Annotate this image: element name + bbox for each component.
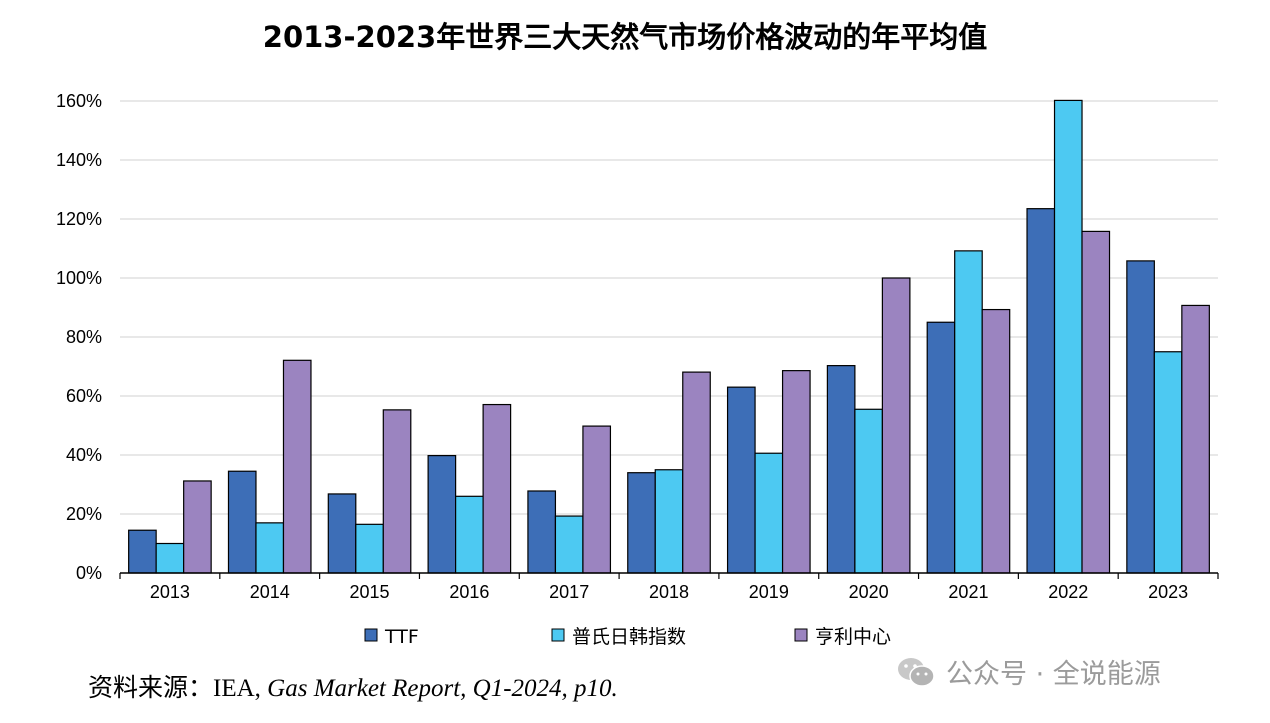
bar <box>954 250 983 574</box>
x-tick-label: 2021 <box>948 582 988 602</box>
y-tick-label: 140% <box>56 150 102 170</box>
legend-label: 亨利中心 <box>815 626 891 648</box>
bar <box>183 480 212 574</box>
chart-title: 2013-2023年世界三大天然气市场价格波动的年平均值 <box>263 20 987 54</box>
y-tick-label: 0% <box>76 563 102 583</box>
source-note: 资料来源：IEA, Gas Market Report, Q1-2024, p1… <box>88 668 618 704</box>
bar <box>355 523 384 574</box>
x-tick-label: 2016 <box>449 582 489 602</box>
bar <box>726 386 756 574</box>
x-tick-label: 2017 <box>549 582 589 602</box>
bar <box>227 470 257 574</box>
x-tick-label: 2015 <box>350 582 390 602</box>
bar <box>554 515 584 574</box>
bar <box>527 490 557 574</box>
bar <box>255 522 285 574</box>
bar <box>826 365 856 574</box>
x-tick-label: 2023 <box>1148 582 1188 602</box>
y-tick-label: 60% <box>66 386 102 406</box>
legend-swatch <box>794 628 808 642</box>
bar <box>682 371 711 574</box>
bar <box>382 409 412 574</box>
bar <box>981 308 1011 574</box>
bar <box>155 542 185 574</box>
x-tick-label: 2022 <box>1048 582 1088 602</box>
bar <box>754 452 784 574</box>
x-axis: 2013 2014 2015 2016 2017 2018 2019 2020 2021 2022… <box>119 572 1219 602</box>
y-tick-label: 160% <box>56 91 102 111</box>
x-tick-label: 2014 <box>250 582 290 602</box>
watermark: 公众号 · 全说能源 <box>896 652 1161 691</box>
legend-label: 普氏日韩指数 <box>572 626 686 648</box>
bar <box>427 454 457 574</box>
bar <box>881 277 911 574</box>
wechat-icon <box>898 657 935 687</box>
y-tick-label: 100% <box>56 268 102 288</box>
bar <box>1081 230 1111 574</box>
y-tick-label: 120% <box>56 209 102 229</box>
x-tick-label: 2018 <box>649 582 689 602</box>
bar <box>627 472 656 574</box>
bar <box>854 408 883 574</box>
y-axis-ticks: 0% 20% 40% 60% 80% 100% 120% 140% 160% <box>56 91 102 583</box>
source-citation: Gas Market Report, Q1-2024, p10. <box>267 675 618 702</box>
bar <box>1126 260 1155 574</box>
legend-swatch <box>551 628 565 642</box>
x-tick-label: 2020 <box>849 582 889 602</box>
source-prefix: 资料来源：IEA, <box>88 675 268 702</box>
bar <box>1026 208 1056 574</box>
bar <box>654 469 684 574</box>
bar <box>455 495 484 574</box>
bar <box>327 493 357 574</box>
legend-swatch <box>364 628 378 642</box>
bar <box>1181 304 1210 574</box>
bar <box>582 425 612 574</box>
bar <box>926 321 956 574</box>
x-tick-label: 2013 <box>150 582 190 602</box>
x-tick-label: 2019 <box>749 582 789 602</box>
y-tick-label: 40% <box>66 445 102 465</box>
y-tick-label: 20% <box>66 504 102 524</box>
y-tick-label: 80% <box>66 327 102 347</box>
bar <box>1153 351 1183 574</box>
legend-label: TTF <box>384 626 419 648</box>
bar <box>781 370 811 574</box>
legend: TTF 普氏日韩指数 亨利中心 <box>364 626 891 648</box>
watermark-text: 公众号 · 全说能源 <box>946 659 1161 690</box>
bar <box>482 403 512 574</box>
bar <box>282 359 312 574</box>
bar <box>128 529 157 574</box>
bar <box>1053 99 1083 574</box>
